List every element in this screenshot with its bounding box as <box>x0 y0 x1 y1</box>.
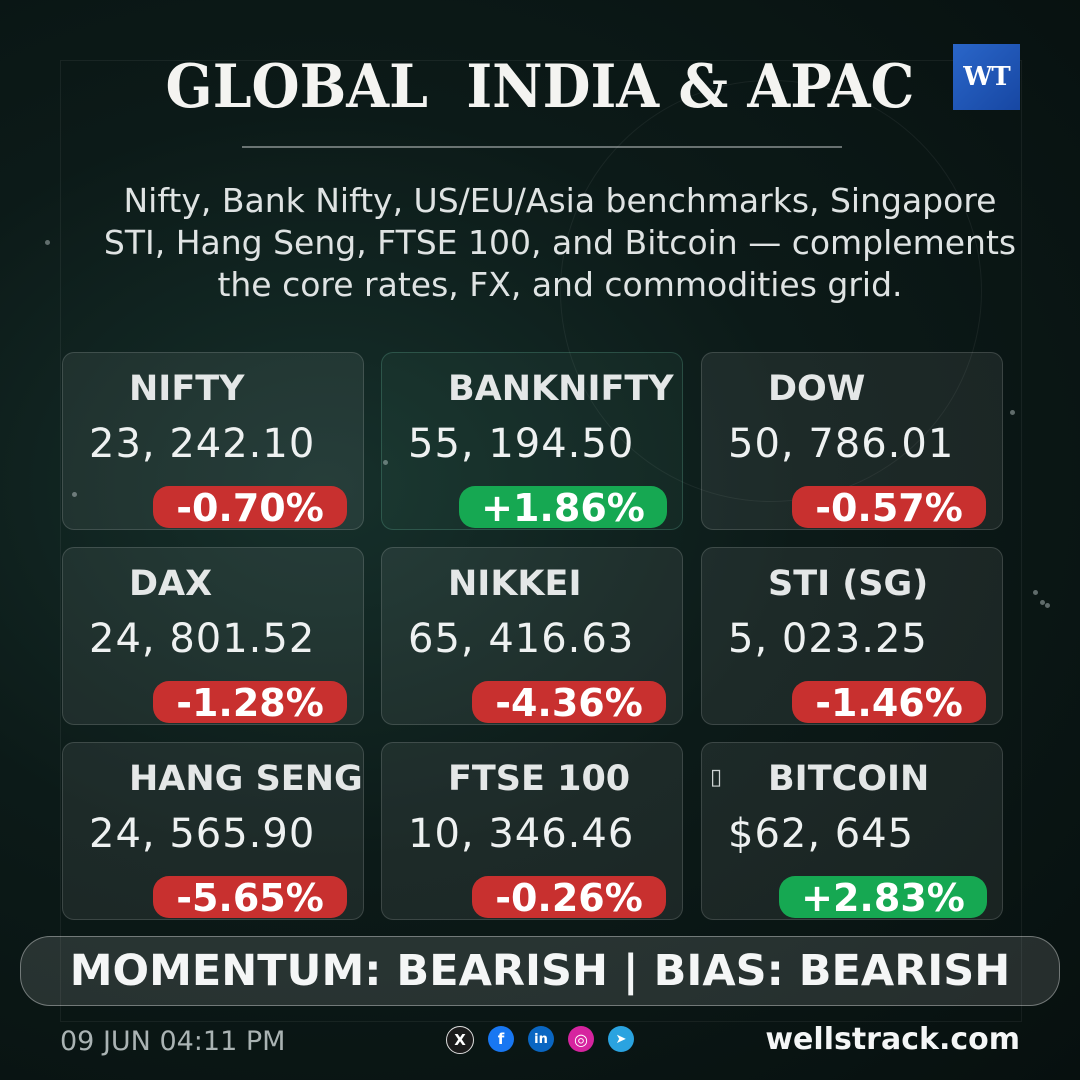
social-links: X f in ◎ ➤ <box>446 1026 634 1054</box>
decor-dot <box>383 460 388 465</box>
decor-dot <box>1033 590 1038 595</box>
index-name: FTSE 100 <box>448 759 631 799</box>
description-line: Nifty, Bank Nifty, US/EU/Asia benchmarks… <box>123 181 997 220</box>
facebook-icon[interactable]: f <box>488 1026 514 1052</box>
decor-dot <box>1045 603 1050 608</box>
index-name: BANKNIFTY <box>448 369 674 409</box>
index-card-ftse: FTSE 100 10, 346.46 -0.26% <box>381 742 683 920</box>
index-card-nikkei: NIKKEI 65, 416.63 -4.36% <box>381 547 683 725</box>
change-badge: +1.86% <box>459 486 667 530</box>
linkedin-icon[interactable]: in <box>528 1026 554 1052</box>
index-card-bitcoin: ▯ BITCOIN $62, 645 +2.83% <box>701 742 1003 920</box>
brand-logo: WT <box>953 44 1020 110</box>
title-divider <box>242 146 842 148</box>
index-name: NIKKEI <box>448 564 582 604</box>
change-badge: -5.65% <box>153 876 347 920</box>
decor-dot <box>1010 410 1015 415</box>
instagram-icon[interactable]: ◎ <box>568 1026 594 1052</box>
index-value: 50, 786.01 <box>728 421 955 467</box>
website-link[interactable]: wellstrack.com <box>765 1022 1020 1057</box>
timestamp: 09 JUN 04:11 PM <box>60 1026 286 1057</box>
page-title: GLOBAL INDIA & APAC <box>0 52 1080 122</box>
index-value: 24, 565.90 <box>89 811 316 857</box>
index-value: 23, 242.10 <box>89 421 316 467</box>
index-card-dow: DOW 50, 786.01 -0.57% <box>701 352 1003 530</box>
index-card-sti: STI (SG) 5, 023.25 -1.46% <box>701 547 1003 725</box>
telegram-icon[interactable]: ➤ <box>608 1026 634 1052</box>
change-badge: -0.57% <box>792 486 986 530</box>
change-badge: +2.83% <box>779 876 987 920</box>
index-value: 65, 416.63 <box>408 616 635 662</box>
index-name: STI (SG) <box>768 564 929 604</box>
x-icon[interactable]: X <box>446 1026 474 1054</box>
momentum-banner: MOMENTUM: BEARISH | BIAS: BEARISH <box>20 936 1060 1006</box>
description: Nifty, Bank Nifty, US/EU/Asia benchmarks… <box>40 180 1080 306</box>
change-badge: -0.26% <box>472 876 666 920</box>
index-value: 10, 346.46 <box>408 811 635 857</box>
change-badge: -0.70% <box>153 486 347 530</box>
decor-dot <box>72 492 77 497</box>
index-name: BITCOIN <box>768 759 930 799</box>
page-title-text: GLOBAL INDIA & APAC <box>165 52 915 122</box>
bitcoin-icon: ▯ <box>710 765 723 790</box>
decor-dot <box>1040 600 1045 605</box>
index-value: $62, 645 <box>728 811 915 857</box>
index-card-nifty: NIFTY 23, 242.10 -0.70% <box>62 352 364 530</box>
change-badge: -1.46% <box>792 681 986 725</box>
description-line: the core rates, FX, and commodities grid… <box>217 265 903 304</box>
index-card-dax: DAX 24, 801.52 -1.28% <box>62 547 364 725</box>
index-value: 5, 023.25 <box>728 616 928 662</box>
change-badge: -4.36% <box>472 681 666 725</box>
change-badge: -1.28% <box>153 681 347 725</box>
description-line: STI, Hang Seng, FTSE 100, and Bitcoin — … <box>103 223 1017 262</box>
index-name: NIFTY <box>129 369 245 409</box>
index-card-hang-seng: HANG SENG 24, 565.90 -5.65% <box>62 742 364 920</box>
index-name: DAX <box>129 564 213 604</box>
index-value: 24, 801.52 <box>89 616 316 662</box>
index-card-banknifty: BANKNIFTY 55, 194.50 +1.86% <box>381 352 683 530</box>
index-name: DOW <box>768 369 866 409</box>
index-value: 55, 194.50 <box>408 421 635 467</box>
index-name: HANG SENG <box>129 759 363 799</box>
decor-dot <box>45 240 50 245</box>
